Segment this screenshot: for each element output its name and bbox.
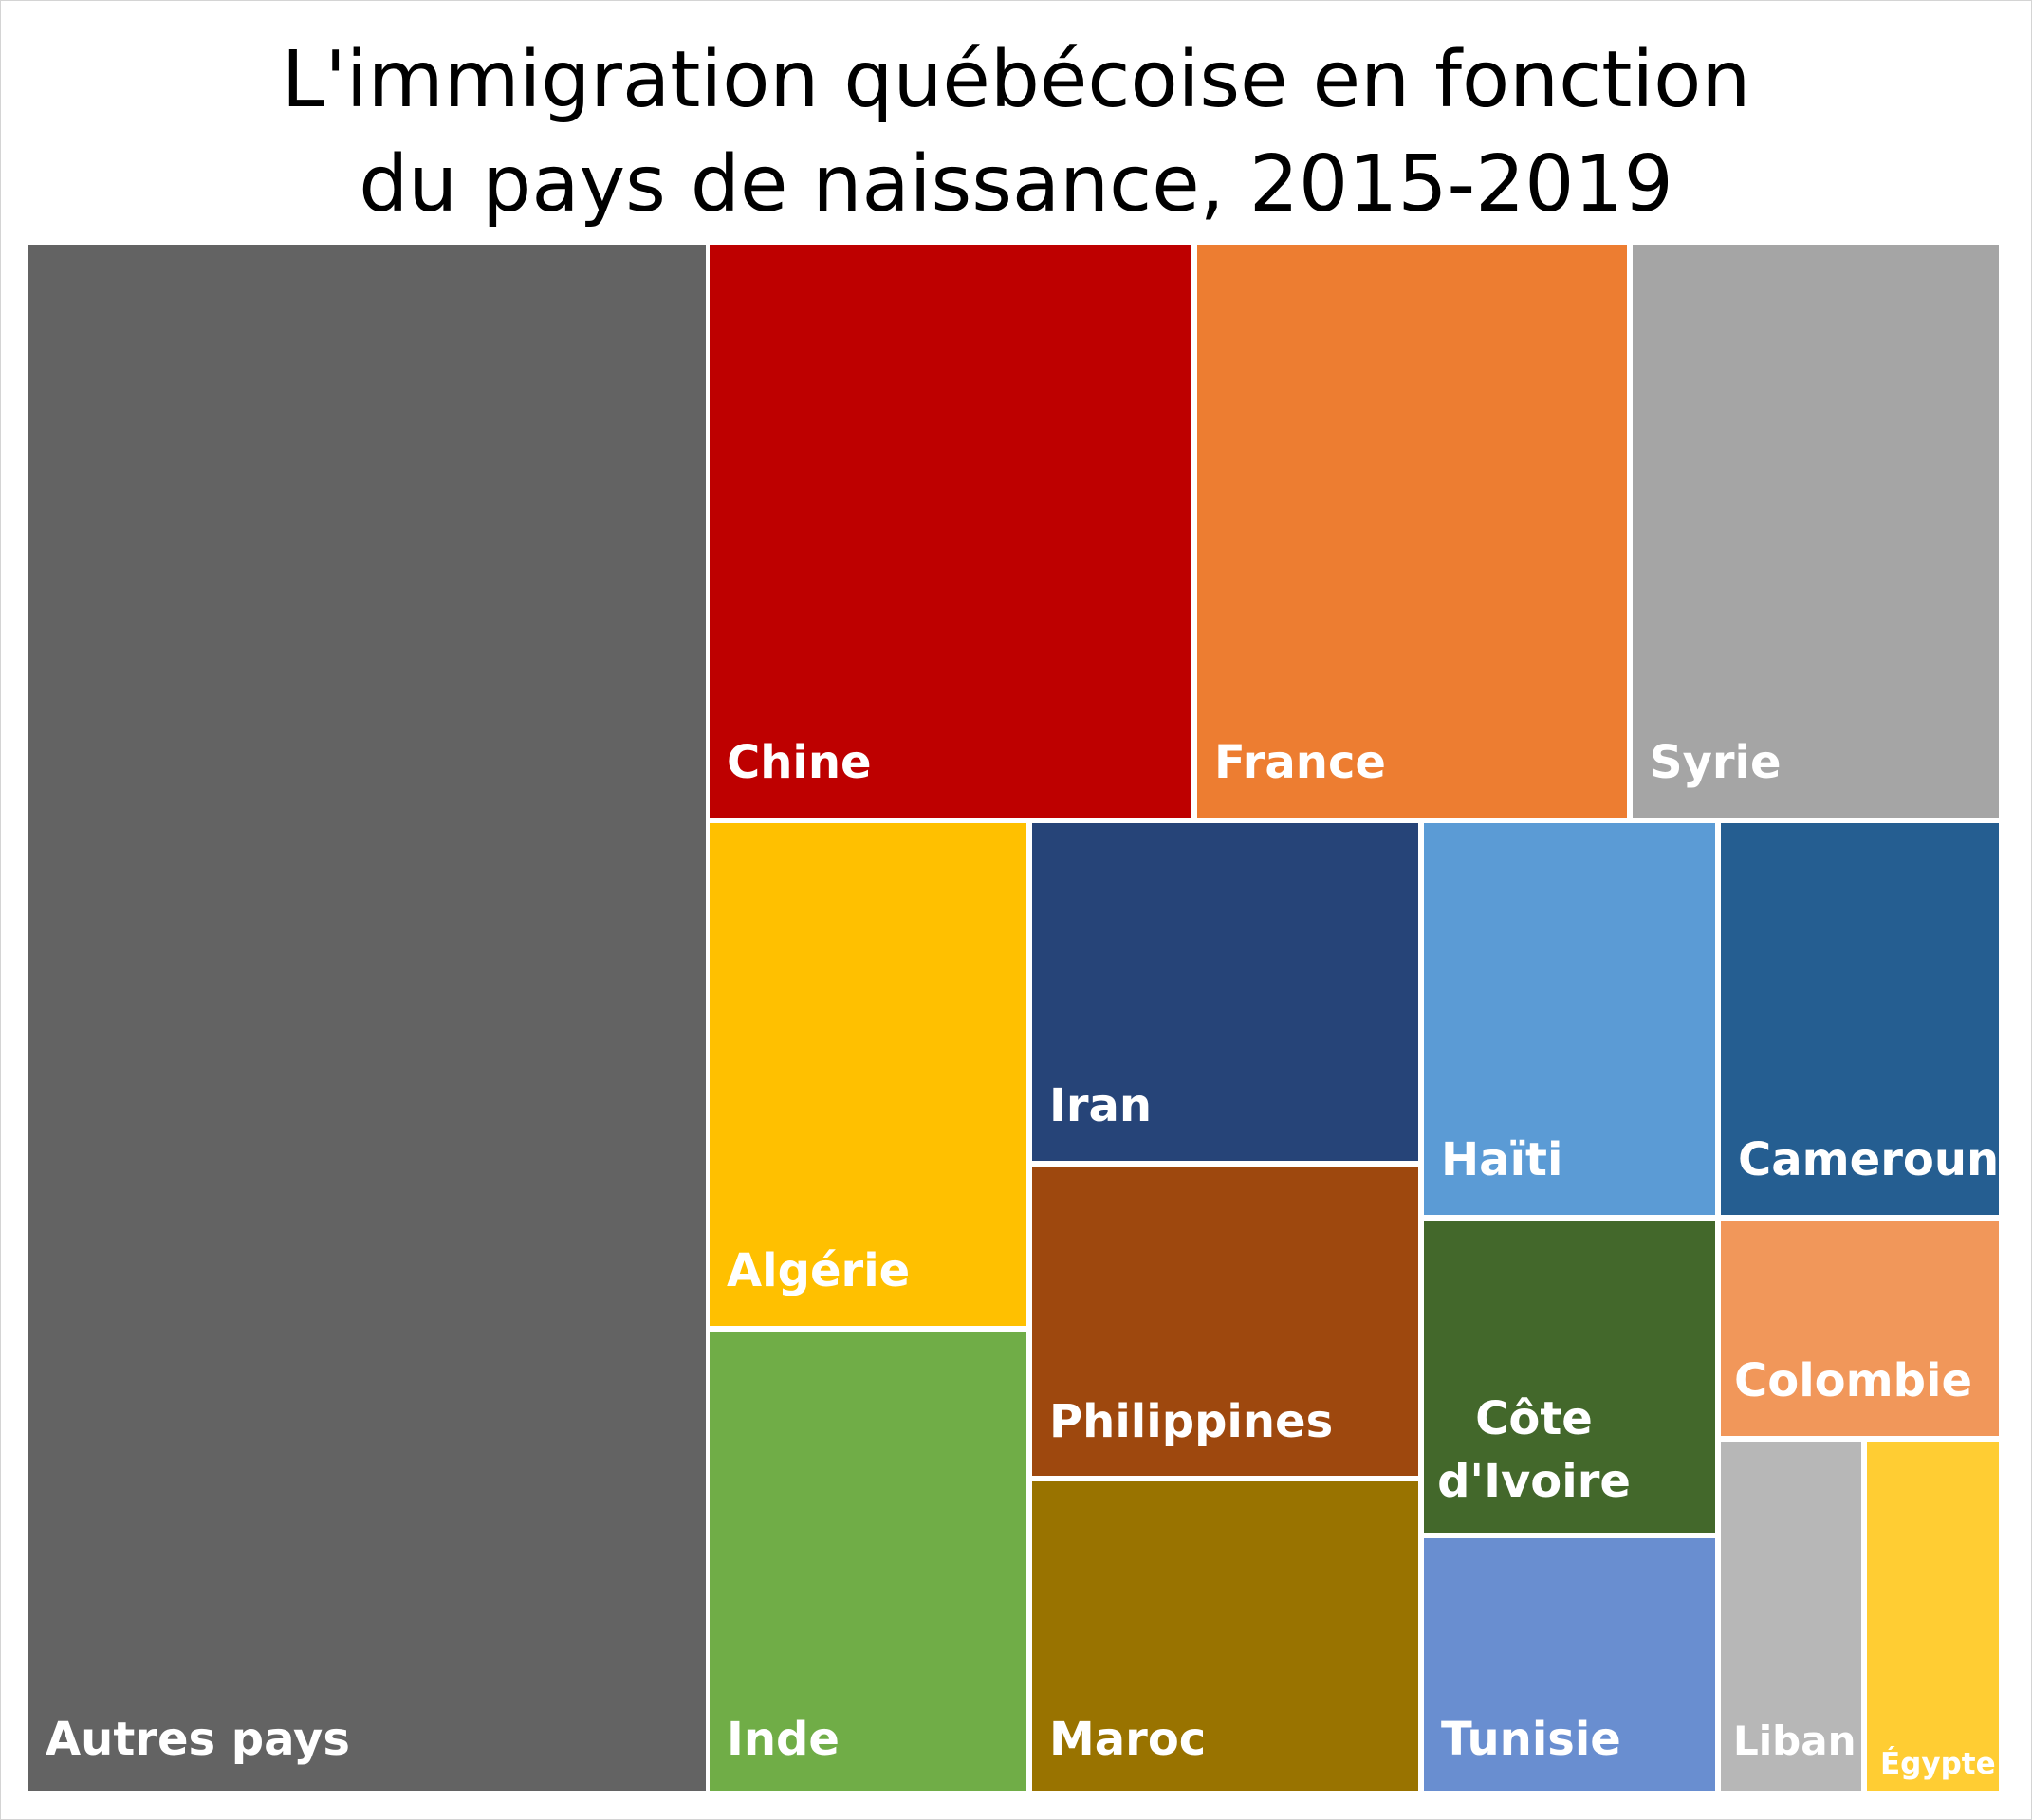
tile-rect-cameroun [1721,823,1999,1215]
tile-iran: Iran [1032,823,1418,1161]
chart-title-line-2: du pays de naissance, 2015-2019 [359,139,1673,230]
tile-label-tunisie: Tunisie [1441,1713,1621,1766]
tile-label-cameroun: Cameroun [1738,1133,1999,1186]
tile-maroc: Maroc [1032,1481,1418,1791]
tile-label-syrie: Syrie [1650,736,1782,789]
tile-label-france: France [1214,736,1386,789]
tile-rect-haiti [1424,823,1715,1215]
tile-philippines: Philippines [1032,1167,1418,1476]
tile-label-chine: Chine [727,736,872,789]
tile-label-iran: Iran [1049,1079,1152,1132]
tile-france: France [1197,245,1627,818]
tile-label-haiti: Haïti [1441,1133,1562,1186]
tile-rect-egypte [1867,1442,1999,1791]
tile-rect-iran [1032,823,1418,1161]
tile-label-inde: Inde [727,1713,840,1766]
tile-egypte: Égypte [1867,1442,1999,1791]
tile-label-algerie: Algérie [727,1244,910,1297]
tile-label-colombie: Colombie [1734,1354,1972,1407]
tile-cote-d-ivoire: Côte d'Ivoire [1424,1221,1715,1533]
tile-label-autres-pays: Autres pays [46,1713,350,1766]
tile-colombie: Colombie [1721,1221,1999,1436]
tile-liban: Liban [1721,1442,1861,1791]
chart-title: L'immigration québécoise en fonction du … [0,28,2032,237]
tile-rect-algerie [710,823,1026,1326]
tile-tunisie: Tunisie [1424,1538,1715,1791]
tile-rect-tunisie [1424,1538,1715,1791]
tile-rect-chine [710,245,1191,818]
tile-label-philippines: Philippines [1049,1395,1333,1448]
tile-syrie: Syrie [1633,245,1999,818]
tile-rect-colombie [1721,1221,1999,1436]
tile-rect-autres-pays [28,245,706,1791]
tile-chine: Chine [710,245,1191,818]
tile-cameroun: Cameroun [1721,823,1999,1215]
tile-label-maroc: Maroc [1049,1713,1206,1766]
chart-title-line-1: L'immigration québécoise en fonction [281,35,1751,125]
tile-label-cote-d-ivoire: Côte d'Ivoire [1437,1392,1631,1508]
tile-rect-maroc [1032,1481,1418,1791]
tile-rect-syrie [1633,245,1999,818]
tile-inde: Inde [710,1332,1026,1791]
tile-label-egypte: Égypte [1880,1747,1996,1781]
tile-algerie: Algérie [710,823,1026,1326]
tile-rect-philippines [1032,1167,1418,1476]
tile-rect-liban [1721,1442,1861,1791]
tile-haiti: Haïti [1424,823,1715,1215]
tile-autres-pays: Autres pays [28,245,706,1791]
tile-rect-france [1197,245,1627,818]
tile-rect-inde [710,1332,1026,1791]
tile-rect-cote-d-ivoire [1424,1221,1715,1533]
tile-label-liban: Liban [1733,1718,1856,1764]
